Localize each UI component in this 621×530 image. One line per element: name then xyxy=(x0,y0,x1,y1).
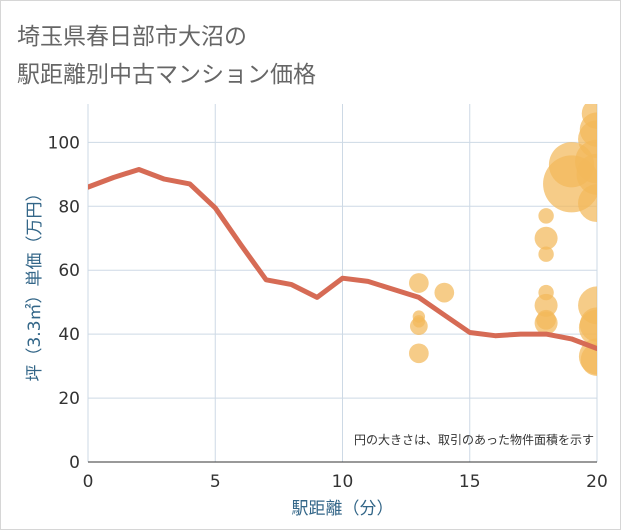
average-line-series xyxy=(88,167,597,351)
y-tick-label: 0 xyxy=(69,453,80,473)
x-tick-label: 15 xyxy=(459,472,481,492)
bubble-point xyxy=(538,208,554,224)
y-tick-label: 40 xyxy=(58,325,80,345)
x-tick-label: 10 xyxy=(332,472,354,492)
bubble-point xyxy=(408,343,429,364)
bubble-point xyxy=(408,273,429,293)
bubble-point xyxy=(412,315,426,328)
bubble-point xyxy=(538,246,554,262)
axes: 0 5 10 15 20 0 20 40 60 80 100 xyxy=(48,133,608,492)
bubble-series xyxy=(408,104,597,376)
y-tick-label: 80 xyxy=(58,197,80,217)
bubble-point xyxy=(536,309,556,330)
x-tick-label: 20 xyxy=(586,472,608,492)
chart-title-line1: 埼玉県春日部市大沼の xyxy=(17,24,247,50)
average-line xyxy=(88,167,597,351)
bubble-point xyxy=(576,153,597,195)
size-note: 円の大きさは、取引のあった物件面積を示す xyxy=(354,432,594,447)
y-tick-label: 60 xyxy=(58,261,80,281)
bubble-point xyxy=(538,284,554,301)
x-axis-title: 駅距離（分） xyxy=(292,499,394,519)
y-axis-title: 坪（3.3㎡）単価（万円） xyxy=(25,184,45,381)
bubble-point xyxy=(580,343,597,376)
y-tick-label: 20 xyxy=(58,389,80,409)
grid-lines xyxy=(87,104,598,463)
x-tick-label: 5 xyxy=(210,472,221,492)
bubble-point xyxy=(579,307,597,342)
bubble-point xyxy=(434,282,455,303)
y-tick-label: 100 xyxy=(48,133,80,153)
chart-title-line2: 駅距離別中古マンション価格 xyxy=(17,62,316,88)
x-tick-label: 0 xyxy=(83,472,94,492)
bubble-point xyxy=(534,226,558,250)
bubble-point xyxy=(581,104,597,129)
bubble-point xyxy=(578,184,597,223)
bubble-point xyxy=(534,293,558,317)
